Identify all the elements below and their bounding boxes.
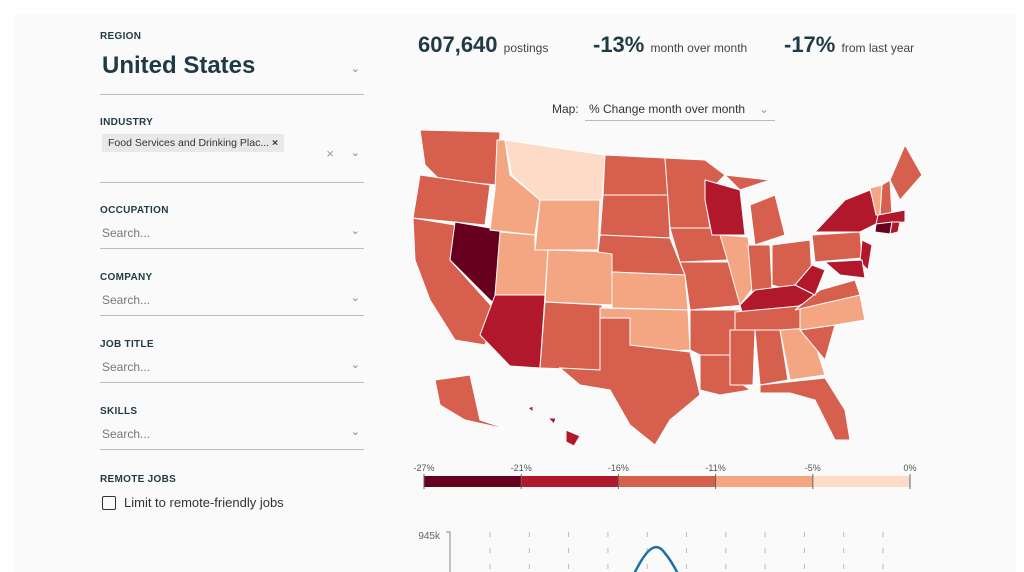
state-az[interactable] bbox=[479, 294, 546, 369]
state-il[interactable] bbox=[719, 234, 756, 307]
state-mo[interactable] bbox=[679, 261, 746, 311]
state-ma[interactable] bbox=[875, 209, 906, 225]
trend-line bbox=[633, 545, 679, 572]
stat-postings: 607,640 postings bbox=[418, 32, 548, 58]
industry-tag: Food Services and Drinking Plac... × bbox=[102, 134, 285, 152]
state-ny[interactable] bbox=[813, 189, 881, 233]
state-wi[interactable] bbox=[704, 179, 746, 236]
chevron-down-icon: ⌄ bbox=[350, 225, 360, 237]
legend-tick-label: -21% bbox=[511, 463, 532, 473]
state-nj[interactable] bbox=[859, 239, 873, 272]
state-wv[interactable] bbox=[794, 264, 826, 296]
state-nm[interactable] bbox=[539, 301, 603, 371]
map-metric-value: % Change month over month bbox=[589, 102, 746, 116]
skills-label: SKILLS bbox=[100, 406, 138, 417]
state-me[interactable] bbox=[889, 143, 923, 201]
legend-swatch bbox=[715, 476, 813, 487]
stat-mom: -13% month over month bbox=[593, 32, 747, 58]
industry-label: INDUSTRY bbox=[100, 117, 154, 128]
skills-input[interactable]: Search... ⌄ bbox=[100, 421, 364, 450]
legend-tick-label: -5% bbox=[805, 463, 821, 473]
region-select[interactable]: United States ⌄ bbox=[100, 44, 364, 95]
legend-swatch bbox=[618, 476, 716, 487]
state-nh[interactable] bbox=[879, 179, 893, 216]
state-nd[interactable] bbox=[602, 154, 669, 196]
app-frame: REGION United States ⌄ INDUSTRY Food Ser… bbox=[14, 14, 1016, 572]
state-sd[interactable] bbox=[599, 194, 671, 239]
state-al[interactable] bbox=[754, 329, 789, 386]
state-hi2[interactable] bbox=[546, 417, 557, 425]
job-title-placeholder: Search... bbox=[102, 360, 151, 374]
map-label: Map: bbox=[552, 102, 579, 116]
state-fl[interactable] bbox=[759, 377, 851, 441]
tag-remove-icon[interactable]: × bbox=[272, 137, 279, 149]
stat-label: month over month bbox=[650, 41, 748, 55]
occupation-input[interactable]: Search... ⌄ bbox=[100, 220, 364, 249]
state-ri[interactable] bbox=[889, 221, 901, 235]
region-label: REGION bbox=[100, 31, 142, 42]
state-in[interactable] bbox=[747, 244, 773, 293]
stat-value: 607,640 bbox=[418, 32, 498, 57]
chevron-down-icon: ⌄ bbox=[350, 147, 360, 159]
state-md[interactable] bbox=[823, 259, 866, 279]
state-ct[interactable] bbox=[874, 221, 893, 235]
company-placeholder: Search... bbox=[102, 293, 151, 307]
clear-icon[interactable]: × bbox=[326, 146, 334, 161]
occupation-placeholder: Search... bbox=[102, 226, 151, 240]
remote-label: REMOTE JOBS bbox=[100, 474, 177, 485]
industry-select[interactable]: Food Services and Drinking Plac... × × ⌄ bbox=[100, 132, 364, 183]
state-tx[interactable] bbox=[558, 317, 701, 446]
stat-value: -13% bbox=[593, 32, 645, 57]
region-value: United States bbox=[102, 52, 256, 79]
state-ak[interactable] bbox=[434, 374, 511, 431]
legend-swatch bbox=[812, 476, 910, 487]
legend-tick-label: -16% bbox=[608, 463, 629, 473]
skills-placeholder: Search... bbox=[102, 427, 151, 441]
state-hi1[interactable] bbox=[527, 405, 534, 414]
industry-tag-text: Food Services and Drinking Plac... bbox=[108, 137, 270, 149]
chevron-down-icon: ⌄ bbox=[758, 102, 769, 116]
state-pa[interactable] bbox=[811, 231, 863, 263]
trend-y-max-label: 945k bbox=[418, 531, 441, 542]
state-wy[interactable] bbox=[534, 199, 601, 251]
map-metric-select[interactable]: % Change month over month ⌄ bbox=[585, 100, 775, 121]
state-mi[interactable] bbox=[749, 194, 786, 246]
legend-tick-label: 0% bbox=[903, 463, 916, 473]
stat-yoy: -17% from last year bbox=[784, 32, 914, 58]
state-ks[interactable] bbox=[611, 271, 689, 311]
us-choropleth-map: -27% -21% -16% -11% -5% 0% 945k bbox=[412, 129, 923, 572]
chevron-down-icon: ⌄ bbox=[350, 359, 360, 371]
legend-tick-label: -11% bbox=[705, 463, 725, 473]
stat-label: postings bbox=[503, 41, 549, 55]
remote-checkbox[interactable] bbox=[102, 496, 116, 510]
company-input[interactable]: Search... ⌄ bbox=[100, 287, 364, 316]
stat-value: -17% bbox=[784, 32, 836, 57]
job-title-input[interactable]: Search... ⌄ bbox=[100, 354, 364, 383]
company-label: COMPANY bbox=[100, 272, 153, 283]
occupation-label: OCCUPATION bbox=[100, 205, 169, 216]
chevron-down-icon: ⌄ bbox=[350, 292, 360, 304]
chevron-down-icon: ⌄ bbox=[350, 426, 360, 438]
remote-checkbox-label[interactable]: Limit to remote-friendly jobs bbox=[124, 495, 284, 510]
state-hi3[interactable] bbox=[565, 429, 581, 447]
legend-swatch bbox=[521, 476, 619, 487]
state-va[interactable] bbox=[794, 279, 861, 311]
state-co[interactable] bbox=[544, 249, 616, 306]
state-or[interactable] bbox=[412, 174, 491, 226]
job-title-label: JOB TITLE bbox=[100, 339, 154, 350]
trend-y-axis bbox=[446, 531, 451, 572]
stat-label: from last year bbox=[841, 41, 915, 55]
legend-tick-label: -27% bbox=[413, 463, 434, 473]
state-mi-up[interactable] bbox=[723, 174, 771, 191]
chevron-down-icon: ⌄ bbox=[350, 63, 360, 75]
legend-swatch bbox=[424, 476, 522, 487]
state-ms[interactable] bbox=[729, 329, 756, 386]
